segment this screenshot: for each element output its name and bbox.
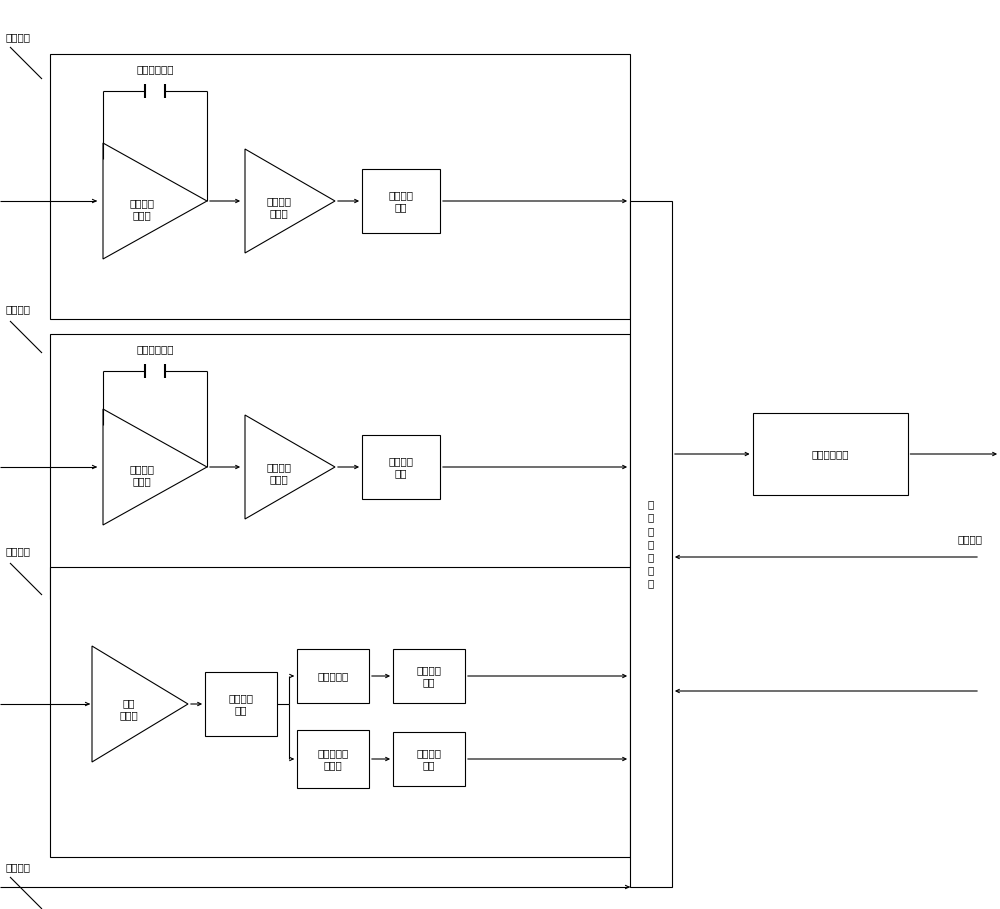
- Text: 线性高分辨
率电路: 线性高分辨 率电路: [317, 748, 349, 770]
- Text: 第二增益
放大器: 第二增益 放大器: [266, 462, 292, 484]
- Bar: [753, 413, 908, 495]
- Text: 频率补偿
电路: 频率补偿 电路: [228, 693, 254, 715]
- Text: 前置
放大器: 前置 放大器: [120, 698, 138, 720]
- Text: 使能信号: 使能信号: [957, 534, 982, 544]
- Bar: [297, 730, 369, 788]
- Bar: [362, 435, 440, 499]
- Text: 预加重电路: 预加重电路: [317, 671, 349, 681]
- Bar: [50, 334, 630, 599]
- Bar: [205, 672, 277, 736]
- Text: 第一电荷
放大器: 第一电荷 放大器: [130, 198, 154, 220]
- Bar: [297, 649, 369, 703]
- Text: 多
通
道
选
择
模
块: 多 通 道 选 择 模 块: [648, 499, 654, 589]
- Text: 第二支路: 第二支路: [5, 304, 30, 314]
- Text: 第三滤波
电路: 第三滤波 电路: [416, 664, 442, 687]
- Bar: [393, 649, 465, 703]
- Bar: [50, 54, 630, 319]
- Text: 第一增益
放大器: 第一增益 放大器: [266, 195, 292, 218]
- Text: 第一滤波
电路: 第一滤波 电路: [388, 190, 414, 212]
- Text: 第二电荷
放大器: 第二电荷 放大器: [130, 464, 154, 486]
- Bar: [393, 732, 465, 786]
- Text: 第一支路: 第一支路: [5, 32, 30, 42]
- Bar: [362, 169, 440, 233]
- Text: 第二反馈电容: 第二反馈电容: [136, 344, 174, 354]
- Text: 模数转换模块: 模数转换模块: [811, 449, 849, 459]
- Bar: [50, 567, 630, 857]
- Text: 第二滤波
电路: 第二滤波 电路: [388, 455, 414, 478]
- Text: 第三支路: 第三支路: [5, 546, 30, 556]
- Text: 第一反馈电容: 第一反馈电容: [136, 64, 174, 74]
- Text: 第四支路: 第四支路: [5, 862, 30, 872]
- Text: 第四滤波
电路: 第四滤波 电路: [416, 748, 442, 770]
- Bar: [630, 201, 672, 887]
